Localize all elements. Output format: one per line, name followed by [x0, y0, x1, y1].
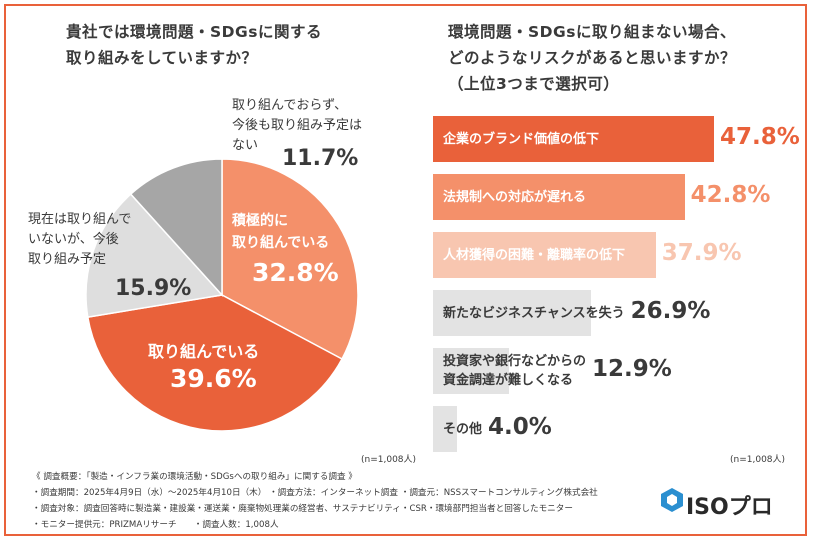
- bar-label-line: 投資家や銀行などからの: [443, 354, 587, 369]
- bar-label-line: 資金調達が難しくなる: [443, 373, 574, 388]
- bar-label-line: 法規制への対応が遅れる: [443, 189, 587, 205]
- pie-label-none-1: 取り組んでおらず、: [232, 98, 348, 113]
- bar-value-4: 26.9%: [630, 298, 711, 324]
- logo-text: ISOプロ: [686, 495, 773, 520]
- right-sample-note: (n=1,008人): [730, 455, 786, 465]
- bar-value-1: 47.8%: [720, 124, 800, 150]
- bar-label-4: 新たなビジネスチャンスを失う: [443, 304, 625, 323]
- pie-value-doing: 39.6%: [170, 364, 257, 393]
- hexagon-ring-icon: [661, 488, 683, 512]
- footer-line2: ・調査期間：2025年4月9日（水）〜2025年4月10日（木） ・調査方法：イ…: [32, 488, 598, 498]
- footer-line1: 《 調査概要：「製造・インフラ業の環境活動・SDGsへの取り組み」に関する調査 …: [32, 472, 357, 482]
- right-title-line1: 環境問題・SDGsに取り組まない場合、: [448, 23, 736, 41]
- pie-label-doing: 取り組んでいる: [148, 342, 260, 361]
- pie-label-planned-1: 現在は取り組んで: [28, 212, 132, 227]
- pie-label-planned-2: いないが、今後: [28, 232, 119, 247]
- left-sample-note: (n=1,008人): [361, 455, 417, 465]
- bar-label-1: 企業のブランド価値の低下: [443, 130, 599, 149]
- left-title-line1: 貴社では環境問題・SDGsに関する: [66, 23, 322, 41]
- pie-label-planned-3: 取り組み予定: [28, 252, 107, 267]
- pie-label-none-2: 今後も取り組み予定は: [232, 118, 363, 133]
- bar-4: [433, 290, 592, 336]
- bar-value-6: 4.0%: [488, 414, 552, 440]
- bar-value-2: 42.8%: [690, 182, 771, 208]
- bar-label-line: その他: [443, 421, 483, 437]
- bar-label-5: 投資家や銀行などからの 資金調達が難しくなる: [443, 352, 586, 390]
- left-title-line2: 取り組みをしていますか？: [66, 49, 258, 67]
- bar-label-line: 人材獲得の困難・離職率の低下: [443, 247, 626, 263]
- bar-value-3: 37.9%: [661, 240, 742, 266]
- pie-label-active-2: 取り組んでいる: [232, 235, 330, 251]
- bar-5: [433, 348, 509, 394]
- pie-value-active: 32.8%: [252, 258, 339, 287]
- pie-value-planned: 15.9%: [115, 276, 192, 301]
- right-title-line3: （上位3つまで選択可）: [448, 75, 620, 93]
- pie-value-none: 11.7%: [282, 146, 359, 171]
- pie-label-active-1: 積極的に: [232, 213, 288, 229]
- bar-label-line: 企業のブランド価値の低下: [443, 131, 600, 147]
- pie-label-none-3: ない: [232, 138, 259, 153]
- bar-6: [433, 406, 457, 452]
- bar-3: [433, 232, 656, 278]
- bar-label-2: 法規制への対応が遅れる: [443, 188, 586, 207]
- bar-2: [433, 174, 685, 220]
- footer-line3: ・調査対象：調査回答時に製造業・建設業・運送業・廃棄物処理業の経営者、サステナビ…: [32, 504, 573, 514]
- right-title-line2: どのようなリスクがあると思いますか？: [448, 49, 737, 67]
- footer-line4: ・モニター提供元：PRIZMAリサーチ ・調査人数：1,008人: [32, 520, 279, 530]
- bar-label-6: その他: [443, 420, 482, 439]
- bar-1: [433, 116, 714, 162]
- bar-label-3: 人材獲得の困難・離職率の低下: [443, 246, 625, 265]
- bar-value-5: 12.9%: [592, 356, 672, 382]
- bar-label-line: 新たなビジネスチャンスを失う: [443, 305, 625, 321]
